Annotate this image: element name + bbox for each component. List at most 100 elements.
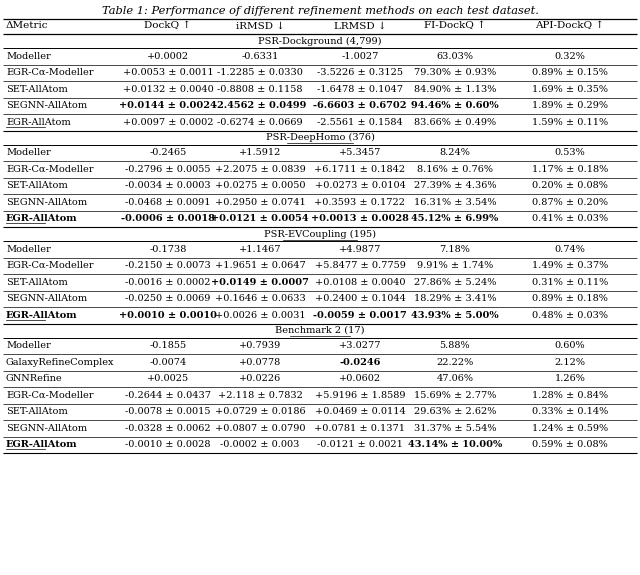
- Text: EGR-Cα-Modeller: EGR-Cα-Modeller: [6, 165, 93, 174]
- Text: SET-AllAtom: SET-AllAtom: [6, 85, 68, 94]
- Text: GalaxyRefineComplex: GalaxyRefineComplex: [6, 358, 115, 367]
- Text: +0.7939: +0.7939: [239, 341, 281, 350]
- Text: DockQ ↑: DockQ ↑: [145, 21, 191, 30]
- Text: SET-AllAtom: SET-AllAtom: [6, 407, 68, 416]
- Text: 0.53%: 0.53%: [555, 148, 586, 157]
- Text: +3.0277: +3.0277: [339, 341, 381, 350]
- Text: EGR-AllAtom: EGR-AllAtom: [6, 214, 77, 223]
- Text: Modeller: Modeller: [6, 245, 51, 254]
- Text: -0.0246: -0.0246: [339, 358, 381, 367]
- Text: -0.6274 ± 0.0669: -0.6274 ± 0.0669: [217, 118, 303, 126]
- Text: 1.26%: 1.26%: [555, 374, 586, 384]
- Text: +4.9877: +4.9877: [339, 245, 381, 254]
- Text: -0.0121 ± 0.0021: -0.0121 ± 0.0021: [317, 440, 403, 449]
- Text: PSR-DeepHomo (376): PSR-DeepHomo (376): [266, 133, 374, 142]
- Text: EGR-Cα-Modeller: EGR-Cα-Modeller: [6, 391, 93, 400]
- Text: +0.0026 ± 0.0031: +0.0026 ± 0.0031: [214, 310, 305, 320]
- Text: 0.87% ± 0.20%: 0.87% ± 0.20%: [532, 198, 608, 207]
- Text: +0.0108 ± 0.0040: +0.0108 ± 0.0040: [315, 278, 405, 287]
- Text: 15.69% ± 2.77%: 15.69% ± 2.77%: [414, 391, 496, 400]
- Text: -6.6603 ± 0.6702: -6.6603 ± 0.6702: [313, 101, 407, 110]
- Text: 27.39% ± 4.36%: 27.39% ± 4.36%: [413, 181, 496, 190]
- Text: 0.89% ± 0.18%: 0.89% ± 0.18%: [532, 294, 608, 303]
- Text: GNNRefine: GNNRefine: [6, 374, 63, 384]
- Text: -0.0468 ± 0.0091: -0.0468 ± 0.0091: [125, 198, 211, 207]
- Text: 0.33% ± 0.14%: 0.33% ± 0.14%: [532, 407, 608, 416]
- Text: -0.1855: -0.1855: [149, 341, 187, 350]
- Text: 0.31% ± 0.11%: 0.31% ± 0.11%: [532, 278, 608, 287]
- Text: 43.14% ± 10.00%: 43.14% ± 10.00%: [408, 440, 502, 449]
- Text: SEGNN-AllAtom: SEGNN-AllAtom: [6, 101, 87, 110]
- Text: +0.0132 ± 0.0040: +0.0132 ± 0.0040: [123, 85, 213, 94]
- Text: +0.1646 ± 0.0633: +0.1646 ± 0.0633: [214, 294, 305, 303]
- Text: +1.1467: +1.1467: [239, 245, 281, 254]
- Text: 79.30% ± 0.93%: 79.30% ± 0.93%: [414, 68, 496, 77]
- Text: +2.2075 ± 0.0839: +2.2075 ± 0.0839: [214, 165, 305, 174]
- Text: -1.0027: -1.0027: [341, 52, 379, 61]
- Text: 0.48% ± 0.03%: 0.48% ± 0.03%: [532, 310, 608, 320]
- Text: -0.0010 ± 0.0028: -0.0010 ± 0.0028: [125, 440, 211, 449]
- Text: 16.31% ± 3.54%: 16.31% ± 3.54%: [413, 198, 496, 207]
- Text: -0.0034 ± 0.0003: -0.0034 ± 0.0003: [125, 181, 211, 190]
- Text: 63.03%: 63.03%: [436, 52, 474, 61]
- Text: +0.0097 ± 0.0002: +0.0097 ± 0.0002: [123, 118, 213, 126]
- Text: Modeller: Modeller: [6, 341, 51, 350]
- Text: FI-DockQ ↑: FI-DockQ ↑: [424, 21, 486, 30]
- Text: Table 1: Performance of different refinement methods on each test dataset.: Table 1: Performance of different refine…: [102, 6, 538, 16]
- Text: +0.0729 ± 0.0186: +0.0729 ± 0.0186: [214, 407, 305, 416]
- Text: +0.2950 ± 0.0741: +0.2950 ± 0.0741: [214, 198, 305, 207]
- Text: +0.0121 ± 0.0054: +0.0121 ± 0.0054: [211, 214, 309, 223]
- Text: +0.0053 ± 0.0011: +0.0053 ± 0.0011: [123, 68, 213, 77]
- Text: +5.8477 ± 0.7759: +5.8477 ± 0.7759: [315, 261, 405, 270]
- Text: 29.63% ± 2.62%: 29.63% ± 2.62%: [414, 407, 496, 416]
- Text: 0.89% ± 0.15%: 0.89% ± 0.15%: [532, 68, 608, 77]
- Text: -0.2644 ± 0.0437: -0.2644 ± 0.0437: [125, 391, 211, 400]
- Text: 18.29% ± 3.41%: 18.29% ± 3.41%: [413, 294, 496, 303]
- Text: +0.0807 ± 0.0790: +0.0807 ± 0.0790: [215, 424, 305, 433]
- Text: +0.0002: +0.0002: [147, 52, 189, 61]
- Text: +6.1711 ± 0.1842: +6.1711 ± 0.1842: [314, 165, 406, 174]
- Text: 1.69% ± 0.35%: 1.69% ± 0.35%: [532, 85, 608, 94]
- Text: -0.0016 ± 0.0002: -0.0016 ± 0.0002: [125, 278, 211, 287]
- Text: 8.16% ± 0.76%: 8.16% ± 0.76%: [417, 165, 493, 174]
- Text: 1.17% ± 0.18%: 1.17% ± 0.18%: [532, 165, 608, 174]
- Text: -0.2796 ± 0.0055: -0.2796 ± 0.0055: [125, 165, 211, 174]
- Text: +0.0013 ± 0.0028: +0.0013 ± 0.0028: [311, 214, 409, 223]
- Text: -0.0250 ± 0.0069: -0.0250 ± 0.0069: [125, 294, 211, 303]
- Text: -0.0328 ± 0.0062: -0.0328 ± 0.0062: [125, 424, 211, 433]
- Text: +0.0275 ± 0.0050: +0.0275 ± 0.0050: [215, 181, 305, 190]
- Text: 7.18%: 7.18%: [440, 245, 470, 254]
- Text: EGR-Cα-Modeller: EGR-Cα-Modeller: [6, 68, 93, 77]
- Text: Benchmark 2 (17): Benchmark 2 (17): [275, 326, 365, 335]
- Text: 83.66% ± 0.49%: 83.66% ± 0.49%: [414, 118, 496, 126]
- Text: SET-AllAtom: SET-AllAtom: [6, 278, 68, 287]
- Text: -1.2285 ± 0.0330: -1.2285 ± 0.0330: [217, 68, 303, 77]
- Text: SET-AllAtom: SET-AllAtom: [6, 181, 68, 190]
- Text: 9.91% ± 1.74%: 9.91% ± 1.74%: [417, 261, 493, 270]
- Text: 22.22%: 22.22%: [436, 358, 474, 367]
- Text: SEGNN-AllAtom: SEGNN-AllAtom: [6, 424, 87, 433]
- Text: LRMSD ↓: LRMSD ↓: [333, 21, 387, 30]
- Text: 1.59% ± 0.11%: 1.59% ± 0.11%: [532, 118, 608, 126]
- Text: 47.06%: 47.06%: [436, 374, 474, 384]
- Text: +5.3457: +5.3457: [339, 148, 381, 157]
- Text: +0.0010 ± 0.0010: +0.0010 ± 0.0010: [119, 310, 217, 320]
- Text: 84.90% ± 1.13%: 84.90% ± 1.13%: [414, 85, 496, 94]
- Text: +0.0781 ± 0.1371: +0.0781 ± 0.1371: [314, 424, 406, 433]
- Text: -2.5561 ± 0.1584: -2.5561 ± 0.1584: [317, 118, 403, 126]
- Text: -0.0078 ± 0.0015: -0.0078 ± 0.0015: [125, 407, 211, 416]
- Text: -0.2150 ± 0.0073: -0.2150 ± 0.0073: [125, 261, 211, 270]
- Text: +0.0602: +0.0602: [339, 374, 381, 384]
- Text: 1.24% ± 0.59%: 1.24% ± 0.59%: [532, 424, 608, 433]
- Text: +0.0226: +0.0226: [239, 374, 281, 384]
- Text: +0.2400 ± 0.1044: +0.2400 ± 0.1044: [315, 294, 405, 303]
- Text: -0.8808 ± 0.1158: -0.8808 ± 0.1158: [217, 85, 303, 94]
- Text: 1.28% ± 0.84%: 1.28% ± 0.84%: [532, 391, 608, 400]
- Text: 1.89% ± 0.29%: 1.89% ± 0.29%: [532, 101, 608, 110]
- Text: EGR-AllAtom: EGR-AllAtom: [6, 118, 71, 126]
- Text: -0.2465: -0.2465: [149, 148, 187, 157]
- Text: ΔMetric: ΔMetric: [6, 21, 49, 30]
- Text: Modeller: Modeller: [6, 52, 51, 61]
- Text: SEGNN-AllAtom: SEGNN-AllAtom: [6, 198, 87, 207]
- Text: -1.6478 ± 0.1047: -1.6478 ± 0.1047: [317, 85, 403, 94]
